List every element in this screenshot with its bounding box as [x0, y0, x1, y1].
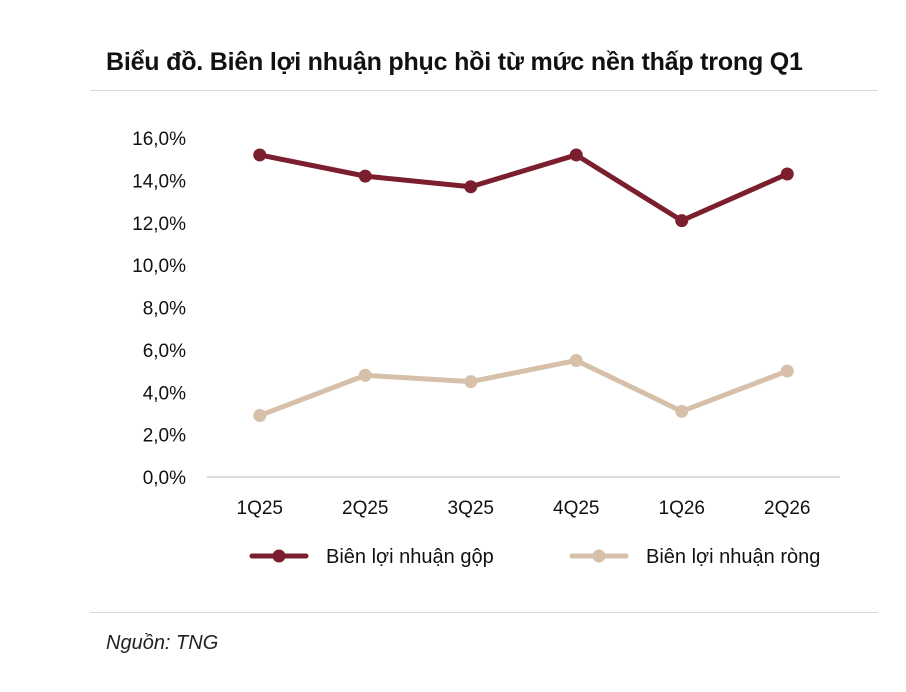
- chart-title: Biểu đồ. Biên lợi nhuận phục hồi từ mức …: [106, 48, 803, 76]
- series-layer: [253, 148, 794, 423]
- data-point: [780, 364, 794, 378]
- x-tick-label: 1Q26: [659, 498, 705, 519]
- x-axis-tick-labels: 1Q25 2Q25 3Q25 4Q25 1Q26 2Q26: [237, 498, 811, 519]
- data-point: [675, 214, 689, 228]
- top-divider: [90, 90, 878, 91]
- legend: Biên lợi nhuận gộp Biên lợi nhuận ròng: [249, 546, 820, 568]
- x-tick-label: 1Q25: [237, 498, 283, 519]
- data-point: [358, 169, 372, 183]
- x-tick-label: 4Q25: [553, 498, 599, 519]
- y-tick-label: 8,0%: [143, 299, 186, 320]
- x-tick-label: 2Q26: [764, 498, 810, 519]
- legend-swatch-marker: [592, 549, 606, 563]
- source-note: Nguồn: TNG: [106, 632, 219, 654]
- y-tick-label: 10,0%: [132, 256, 186, 277]
- legend-label: Biên lợi nhuận ròng: [646, 546, 820, 568]
- data-point: [780, 167, 794, 181]
- y-tick-label: 2,0%: [143, 426, 186, 447]
- data-point: [569, 353, 583, 367]
- series-line: [257, 357, 790, 419]
- y-tick-label: 0,0%: [143, 468, 186, 489]
- legend-item: Biên lợi nhuận gộp: [249, 546, 494, 568]
- data-point: [569, 148, 583, 162]
- series-line: [257, 152, 790, 224]
- y-axis-tick-labels: 0,0% 2,0% 4,0% 6,0% 8,0% 10,0% 12,0% 14,0% 16,0%: [132, 129, 186, 489]
- legend-item: Biên lợi nhuận ròng: [569, 546, 820, 568]
- data-point: [253, 409, 267, 423]
- y-tick-label: 12,0%: [132, 214, 186, 235]
- legend-swatch-marker: [272, 549, 286, 563]
- y-tick-label: 4,0%: [143, 383, 186, 404]
- data-point: [675, 404, 689, 418]
- series-2: [253, 353, 794, 423]
- data-point: [253, 148, 267, 162]
- series-1: [253, 148, 794, 228]
- data-point: [464, 180, 478, 194]
- data-point: [358, 368, 372, 382]
- x-tick-label: 2Q25: [342, 498, 388, 519]
- y-tick-label: 16,0%: [132, 129, 186, 150]
- line-chart: 0,0% 2,0% 4,0% 6,0% 8,0% 10,0% 12,0% 14,0% 16,0%…: [132, 129, 840, 568]
- data-point: [464, 375, 478, 389]
- bottom-divider: [90, 612, 878, 613]
- x-tick-label: 3Q25: [448, 498, 494, 519]
- y-tick-label: 14,0%: [132, 171, 186, 192]
- y-tick-label: 6,0%: [143, 341, 186, 362]
- legend-label: Biên lợi nhuận gộp: [326, 546, 494, 568]
